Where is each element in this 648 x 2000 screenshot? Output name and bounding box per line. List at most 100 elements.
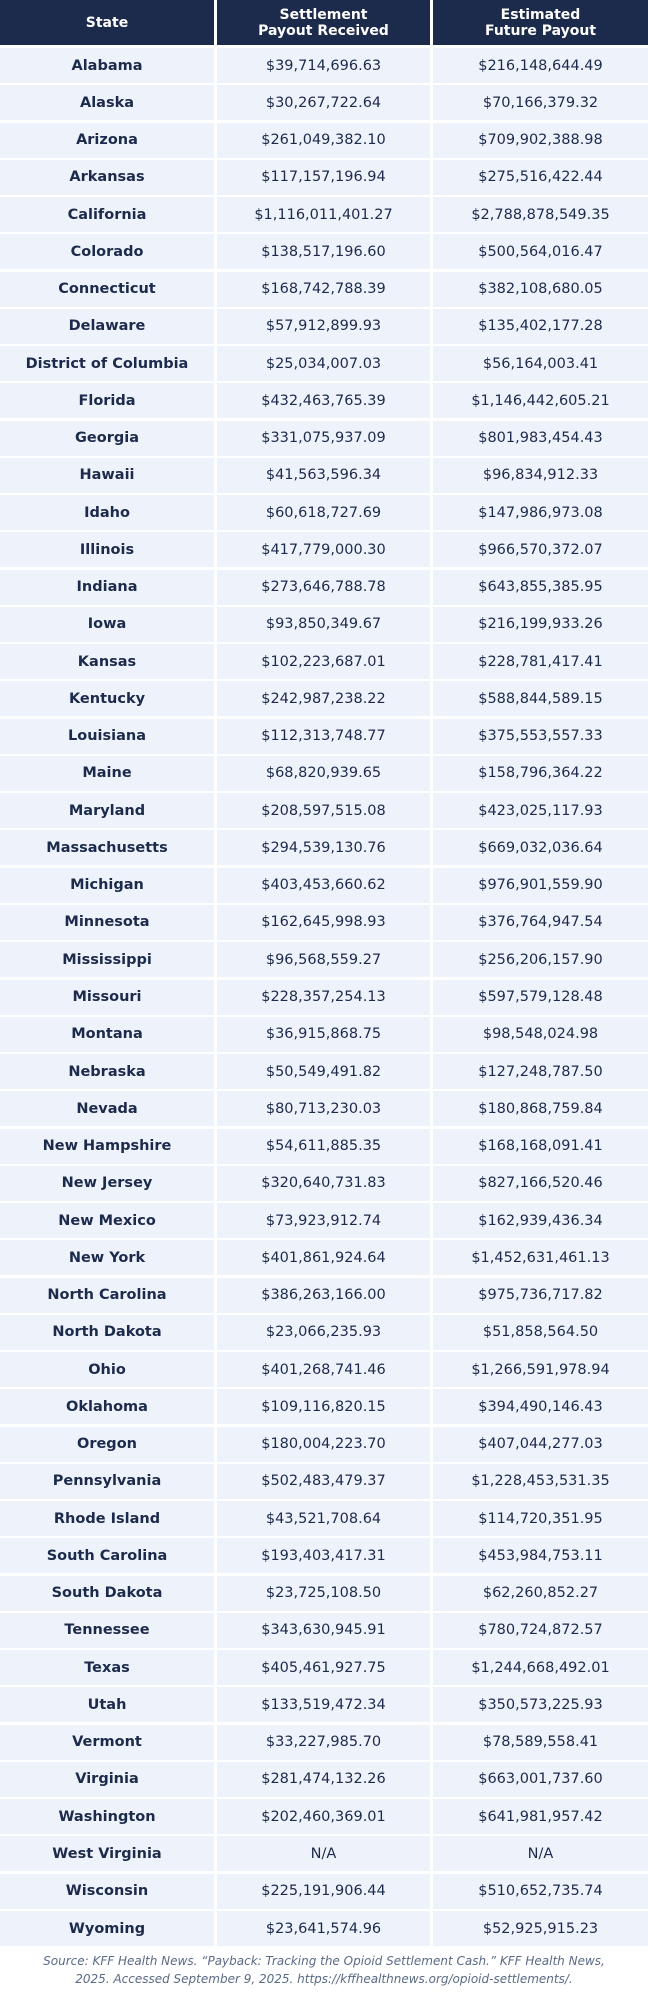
amount-cell: $588,844,589.15: [433, 681, 648, 717]
state-cell: District of Columbia: [0, 346, 214, 382]
header-cell: Settlement Payout Received: [217, 0, 430, 45]
amount-cell: $510,652,735.74: [433, 1873, 648, 1909]
amount-cell: $453,984,753.11: [433, 1538, 648, 1574]
state-cell: Rhode Island: [0, 1501, 214, 1537]
amount-cell: $343,630,945.91: [217, 1612, 430, 1648]
amount-cell: $386,263,166.00: [217, 1277, 430, 1313]
state-cell: Kansas: [0, 644, 214, 680]
amount-cell: $1,228,453,531.35: [433, 1463, 648, 1499]
amount-cell: $168,168,091.41: [433, 1128, 648, 1164]
state-cell: Colorado: [0, 234, 214, 270]
state-cell: Indiana: [0, 569, 214, 605]
state-cell: Delaware: [0, 308, 214, 344]
amount-cell: $78,589,558.41: [433, 1724, 648, 1760]
state-cell: Hawaii: [0, 457, 214, 493]
amount-cell: $133,519,472.34: [217, 1687, 430, 1723]
amount-cell: $320,640,731.83: [217, 1165, 430, 1201]
state-cell: Maryland: [0, 793, 214, 829]
amount-cell: $147,986,973.08: [433, 495, 648, 531]
amount-cell: $331,075,937.09: [217, 420, 430, 456]
state-cell: Iowa: [0, 606, 214, 642]
amount-cell: $51,858,564.50: [433, 1314, 648, 1350]
amount-cell: $394,490,146.43: [433, 1389, 648, 1425]
amount-cell: $96,834,912.33: [433, 457, 648, 493]
amount-cell: $1,452,631,461.13: [433, 1240, 648, 1276]
amount-cell: $112,313,748.77: [217, 718, 430, 754]
amount-cell: $281,474,132.26: [217, 1761, 430, 1797]
amount-cell: $39,714,696.63: [217, 48, 430, 83]
amount-cell: $202,460,369.01: [217, 1799, 430, 1835]
amount-cell: $1,244,668,492.01: [433, 1650, 648, 1686]
amount-cell: $41,563,596.34: [217, 457, 430, 493]
state-cell: New Jersey: [0, 1165, 214, 1201]
state-cell: New Hampshire: [0, 1128, 214, 1164]
amount-cell: $93,850,349.67: [217, 606, 430, 642]
state-cell: California: [0, 197, 214, 233]
state-cell: Ohio: [0, 1352, 214, 1388]
state-cell: Idaho: [0, 495, 214, 531]
amount-cell: $966,570,372.07: [433, 532, 648, 568]
amount-cell: $242,987,238.22: [217, 681, 430, 717]
state-cell: Wisconsin: [0, 1873, 214, 1909]
amount-cell: $80,713,230.03: [217, 1091, 430, 1127]
amount-cell: $109,116,820.15: [217, 1389, 430, 1425]
amount-cell: $208,597,515.08: [217, 793, 430, 829]
state-cell: Connecticut: [0, 271, 214, 307]
amount-cell: $1,116,011,401.27: [217, 197, 430, 233]
state-cell: Alaska: [0, 85, 214, 121]
amount-cell: $158,796,364.22: [433, 755, 648, 791]
amount-cell: $1,146,442,605.21: [433, 383, 648, 419]
amount-cell: $30,267,722.64: [217, 85, 430, 121]
amount-cell: $375,553,557.33: [433, 718, 648, 754]
state-cell: Wyoming: [0, 1911, 214, 1946]
amount-cell: $1,266,591,978.94: [433, 1352, 648, 1388]
amount-cell: $102,223,687.01: [217, 644, 430, 680]
state-cell: Michigan: [0, 867, 214, 903]
amount-cell: $73,923,912.74: [217, 1203, 430, 1239]
amount-cell: $114,720,351.95: [433, 1501, 648, 1537]
amount-cell: $62,260,852.27: [433, 1575, 648, 1611]
state-cell: Oklahoma: [0, 1389, 214, 1425]
state-cell: New York: [0, 1240, 214, 1276]
amount-cell: $98,548,024.98: [433, 1016, 648, 1052]
amount-cell: $261,049,382.10: [217, 122, 430, 158]
amount-cell: $54,611,885.35: [217, 1128, 430, 1164]
amount-cell: $57,912,899.93: [217, 308, 430, 344]
state-cell: Texas: [0, 1650, 214, 1686]
amount-cell: $403,453,660.62: [217, 867, 430, 903]
amount-cell: $216,148,644.49: [433, 48, 648, 83]
amount-cell: $36,915,868.75: [217, 1016, 430, 1052]
amount-cell: N/A: [433, 1836, 648, 1872]
state-cell: Illinois: [0, 532, 214, 568]
amount-cell: $641,981,957.42: [433, 1799, 648, 1835]
state-cell: Nebraska: [0, 1054, 214, 1090]
amount-cell: $275,516,422.44: [433, 159, 648, 195]
amount-cell: $597,579,128.48: [433, 979, 648, 1015]
amount-cell: $135,402,177.28: [433, 308, 648, 344]
amount-cell: $117,157,196.94: [217, 159, 430, 195]
amount-cell: $827,166,520.46: [433, 1165, 648, 1201]
amount-cell: $228,357,254.13: [217, 979, 430, 1015]
amount-cell: $162,939,436.34: [433, 1203, 648, 1239]
amount-cell: $407,044,277.03: [433, 1426, 648, 1462]
amount-cell: $401,268,741.46: [217, 1352, 430, 1388]
state-cell: Missouri: [0, 979, 214, 1015]
state-cell: Kentucky: [0, 681, 214, 717]
source-note: Source: KFF Health News. “Payback: Track…: [43, 1954, 605, 1986]
state-cell: West Virginia: [0, 1836, 214, 1872]
state-cell: North Dakota: [0, 1314, 214, 1350]
header-cell: State: [0, 0, 214, 45]
amount-cell: $56,164,003.41: [433, 346, 648, 382]
amount-cell: $43,521,708.64: [217, 1501, 430, 1537]
amount-cell: $2,788,878,549.35: [433, 197, 648, 233]
state-cell: Maine: [0, 755, 214, 791]
amount-cell: $350,573,225.93: [433, 1687, 648, 1723]
state-cell: New Mexico: [0, 1203, 214, 1239]
amount-cell: $216,199,933.26: [433, 606, 648, 642]
amount-cell: $432,463,765.39: [217, 383, 430, 419]
amount-cell: $50,549,491.82: [217, 1054, 430, 1090]
amount-cell: $709,902,388.98: [433, 122, 648, 158]
amount-cell: $643,855,385.95: [433, 569, 648, 605]
state-cell: South Dakota: [0, 1575, 214, 1611]
